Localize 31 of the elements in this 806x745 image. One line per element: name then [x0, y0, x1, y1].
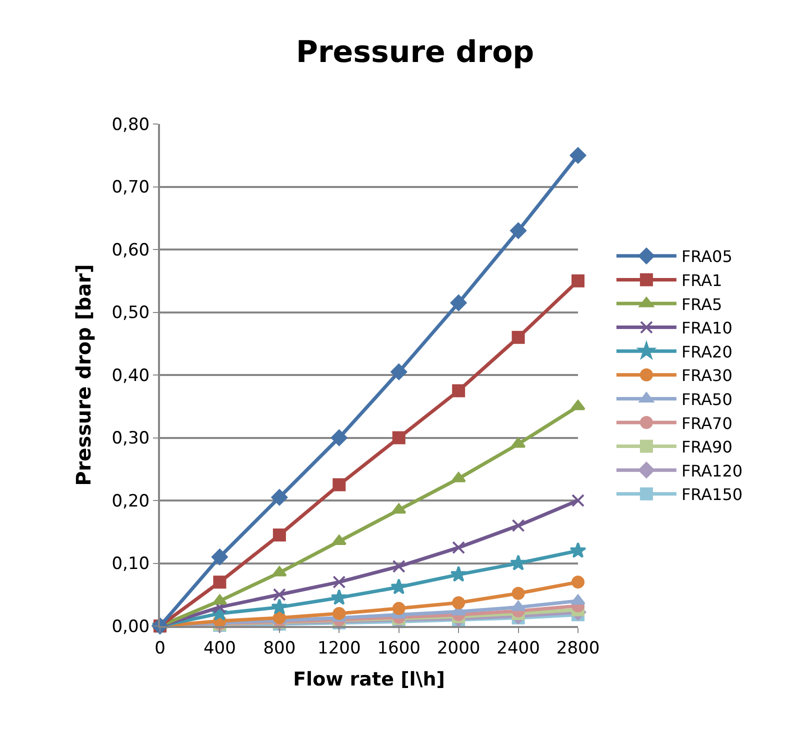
x-axis-title: Flow rate [l\h]	[293, 668, 445, 691]
x-tick-label: 2000	[436, 638, 480, 658]
legend-label: FRA70	[681, 414, 732, 433]
legend-label: FRA50	[681, 390, 732, 409]
x-tick-label: 1200	[318, 638, 361, 658]
legend-label: FRA120	[681, 461, 743, 480]
legend-label: FRA90	[681, 438, 732, 457]
y-tick-label: 0,30	[112, 428, 150, 449]
chart-title: Pressure drop	[296, 34, 534, 70]
legend-label: FRA150	[681, 485, 743, 504]
x-tick-label: 1600	[377, 638, 420, 658]
legend-label: FRA1	[681, 270, 722, 290]
y-tick-label: 0,40	[112, 366, 150, 386]
y-tick-label: 0,00	[112, 616, 150, 637]
y-axis-title: Pressure drop [bar]	[72, 264, 96, 486]
legend-label: FRA5	[681, 294, 722, 314]
y-tick-label: 0,70	[112, 178, 150, 198]
x-tick-label: 0	[154, 638, 166, 658]
x-tick-label: 2400	[496, 638, 540, 658]
legend-label: FRA30	[681, 366, 732, 386]
y-tick-label: 0,80	[112, 114, 150, 135]
legend-label: FRA05	[681, 247, 732, 266]
legend-label: FRA10	[681, 318, 732, 338]
y-tick-label: 0,20	[112, 491, 150, 512]
y-tick-label: 0,50	[112, 303, 150, 324]
y-tick-label: 0,10	[112, 554, 150, 574]
x-tick-label: 400	[203, 638, 236, 658]
x-tick-label: 800	[263, 638, 296, 658]
x-tick-label: 2800	[556, 638, 600, 658]
y-tick-label: 0,60	[112, 240, 150, 260]
legend-label: FRA20	[681, 342, 732, 362]
